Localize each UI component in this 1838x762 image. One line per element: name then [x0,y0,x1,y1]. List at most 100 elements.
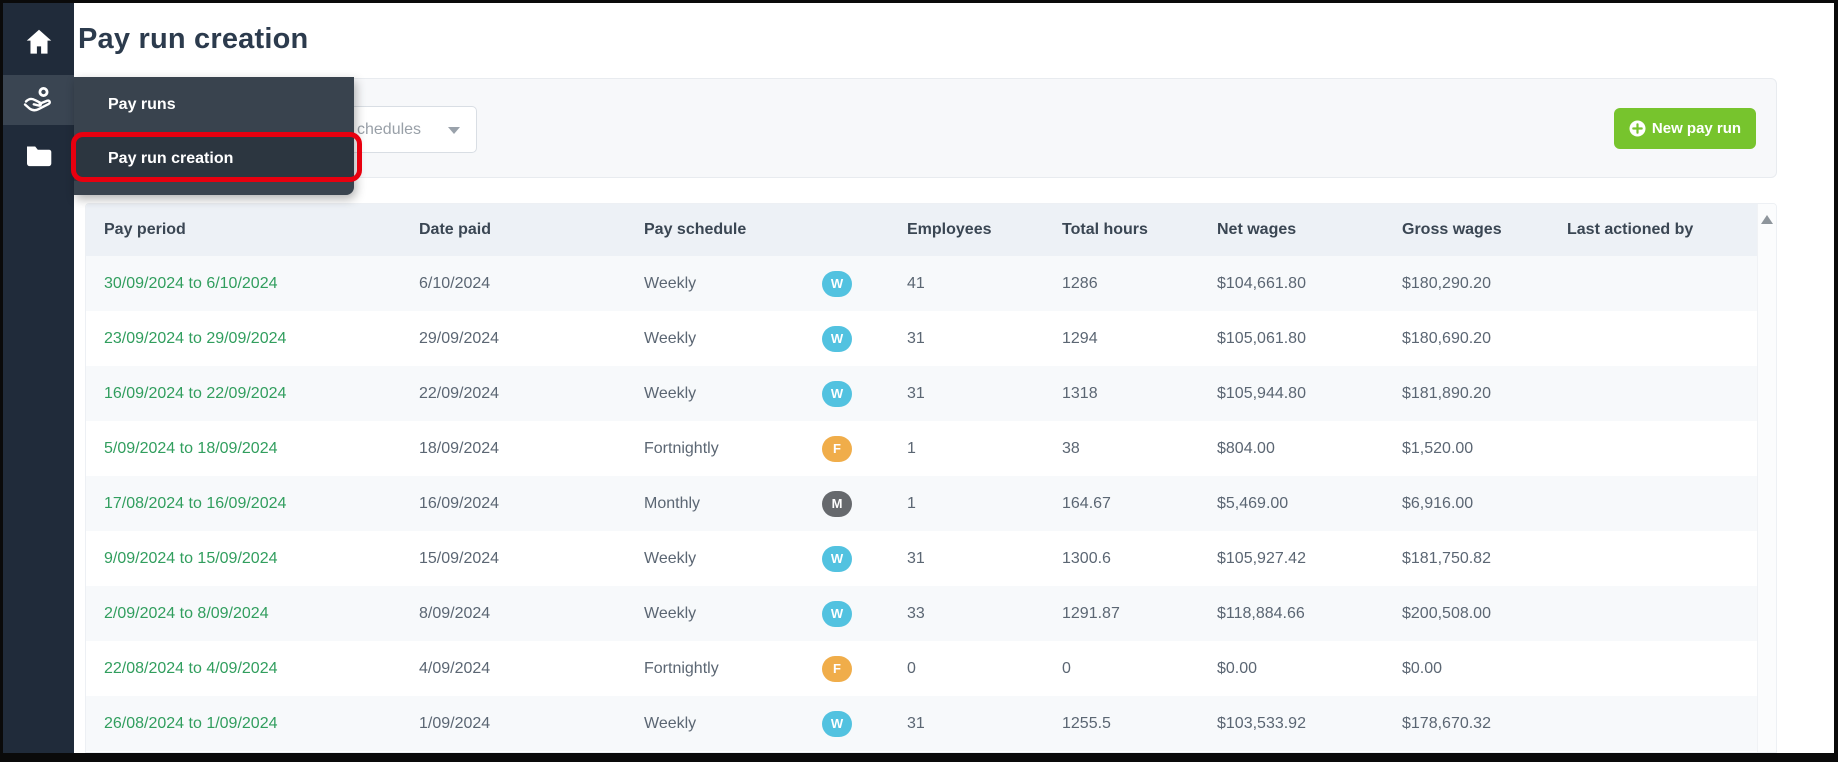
sidebar-active-item-highlight [3,75,74,125]
cell-net-wages: $118,884.66 [1217,604,1305,622]
new-pay-run-label: New pay run [1651,120,1742,137]
pay-period-link[interactable]: 9/09/2024 to 15/09/2024 [104,549,278,567]
column-header: Last actioned by [1567,221,1694,238]
cell-date-paid: 22/09/2024 [419,384,500,402]
filter-bar: chedules New pay run [85,78,1777,178]
cell-date-paid: 18/09/2024 [419,439,500,457]
scroll-up-icon[interactable] [1761,215,1773,224]
cell-pay-schedule: Weekly W [644,600,907,627]
page-title: Pay run creation [78,23,309,55]
cell-pay-schedule: Weekly W [644,710,907,737]
pay-schedule-label: Fortnightly [644,439,719,457]
menu-item-pay-runs[interactable]: Pay runs [74,83,354,127]
cell-employees: 33 [907,604,925,622]
cell-employees: 31 [907,549,925,567]
table-row: 26/08/2024 to 1/09/2024 1/09/2024 Weekly W 3… [86,696,1757,751]
cell-employees: 0 [907,659,916,677]
cell-employees: 31 [907,714,925,732]
cell-total-hours: 0 [1062,659,1071,677]
cell-gross-wages: $6,916.00 [1402,494,1474,512]
cell-gross-wages: $200,508.00 [1402,604,1491,622]
payroll-hand-coin-icon[interactable] [3,83,74,117]
cell-pay-schedule: Weekly W [644,270,907,297]
cell-pay-schedule: Fortnightly F [644,435,907,462]
cell-gross-wages: $0.00 [1402,659,1443,677]
cell-total-hours: 1255.5 [1062,714,1111,732]
cell-date-paid: 1/09/2024 [419,714,491,732]
cell-total-hours: 164.67 [1062,494,1111,512]
scrollbar[interactable] [1757,204,1776,752]
new-pay-run-button[interactable]: New pay run [1614,108,1756,149]
cell-gross-wages: $181,750.82 [1402,549,1491,567]
pay-schedule-label: Weekly [644,604,697,622]
table-row: 5/09/2024 to 18/09/2024 18/09/2024 Fortnig… [86,421,1757,476]
table-row: 23/09/2024 to 29/09/2024 29/09/2024 Weekly… [86,311,1757,366]
table-body: 30/09/2024 to 6/10/2024 6/10/2024 Weekly W 4… [86,256,1776,751]
pay-period-link[interactable]: 17/08/2024 to 16/09/2024 [104,494,287,512]
menu-item-label: Pay runs [108,96,176,113]
pay-period-link[interactable]: 30/09/2024 to 6/10/2024 [104,274,278,292]
cell-pay-schedule: Monthly M [644,490,907,517]
app-window: Pay run creation chedules New pay run Pa… [3,3,1834,753]
column-header: Net wages [1217,221,1297,238]
column-header: Gross wages [1402,221,1502,238]
column-header: Employees [907,221,992,238]
cell-date-paid: 16/09/2024 [419,494,500,512]
cell-net-wages: $105,061.80 [1217,329,1306,347]
cell-total-hours: 38 [1062,439,1080,457]
cell-gross-wages: $178,670.32 [1402,714,1491,732]
table-row: 16/09/2024 to 22/09/2024 22/09/2024 Weekly… [86,366,1757,421]
pay-period-link[interactable]: 23/09/2024 to 29/09/2024 [104,329,287,347]
table-row: 17/08/2024 to 16/09/2024 16/09/2024 Monthl… [86,476,1757,531]
schedule-badge: W [822,325,852,352]
pay-period-link[interactable]: 5/09/2024 to 18/09/2024 [104,439,278,457]
cell-total-hours: 1300.6 [1062,549,1111,567]
plus-circle-icon [1629,120,1646,137]
cell-net-wages: $804.00 [1217,439,1275,457]
column-header: Date paid [419,221,492,238]
column-header: Pay schedule [644,221,747,238]
flyout-menu: Pay runs Pay run creation [74,77,354,195]
cell-date-paid: 29/09/2024 [419,329,500,347]
pay-period-link[interactable]: 16/09/2024 to 22/09/2024 [104,384,287,402]
chevron-down-icon [448,127,460,134]
home-icon[interactable] [3,25,74,59]
cell-net-wages: $105,944.80 [1217,384,1306,402]
column-header: Pay period [104,221,186,238]
table-row: 9/09/2024 to 15/09/2024 15/09/2024 Weekly W… [86,531,1757,586]
pay-period-link[interactable]: 2/09/2024 to 8/09/2024 [104,604,269,622]
schedule-badge: W [822,270,852,297]
schedule-badge: M [822,490,852,517]
cell-employees: 1 [907,439,916,457]
cell-employees: 41 [907,274,925,292]
menu-item-label: Pay run creation [108,150,234,167]
cell-gross-wages: $180,690.20 [1402,329,1491,347]
cell-pay-schedule: Weekly W [644,380,907,407]
cell-gross-wages: $180,290.20 [1402,274,1491,292]
cell-net-wages: $5,469.00 [1217,494,1289,512]
cell-employees: 31 [907,329,925,347]
pay-schedule-label: Fortnightly [644,659,719,677]
schedule-badge: W [822,545,852,572]
schedule-badge: F [822,435,852,462]
cell-total-hours: 1318 [1062,384,1098,402]
cell-net-wages: $103,533.92 [1217,714,1306,732]
menu-item-pay-run-creation[interactable]: Pay run creation [74,137,354,181]
pay-period-link[interactable]: 22/08/2024 to 4/09/2024 [104,659,278,677]
pay-schedule-label: Weekly [644,714,697,732]
folder-icon[interactable] [3,141,74,171]
cell-gross-wages: $1,520.00 [1402,439,1474,457]
schedule-badge: W [822,600,852,627]
cell-date-paid: 6/10/2024 [419,274,491,292]
cell-pay-schedule: Fortnightly F [644,655,907,682]
pay-run-table: Pay period Date paid Pay schedule Employees… [85,203,1777,753]
pay-schedule-label: Monthly [644,494,701,512]
pay-period-link[interactable]: 26/08/2024 to 1/09/2024 [104,714,278,732]
cell-date-paid: 15/09/2024 [419,549,500,567]
cell-date-paid: 8/09/2024 [419,604,491,622]
schedule-dropdown-value: chedules [357,120,422,138]
schedule-badge: F [822,655,852,682]
table-row: 2/09/2024 to 8/09/2024 8/09/2024 Weekly W 33… [86,586,1757,641]
pay-schedule-label: Weekly [644,384,697,402]
